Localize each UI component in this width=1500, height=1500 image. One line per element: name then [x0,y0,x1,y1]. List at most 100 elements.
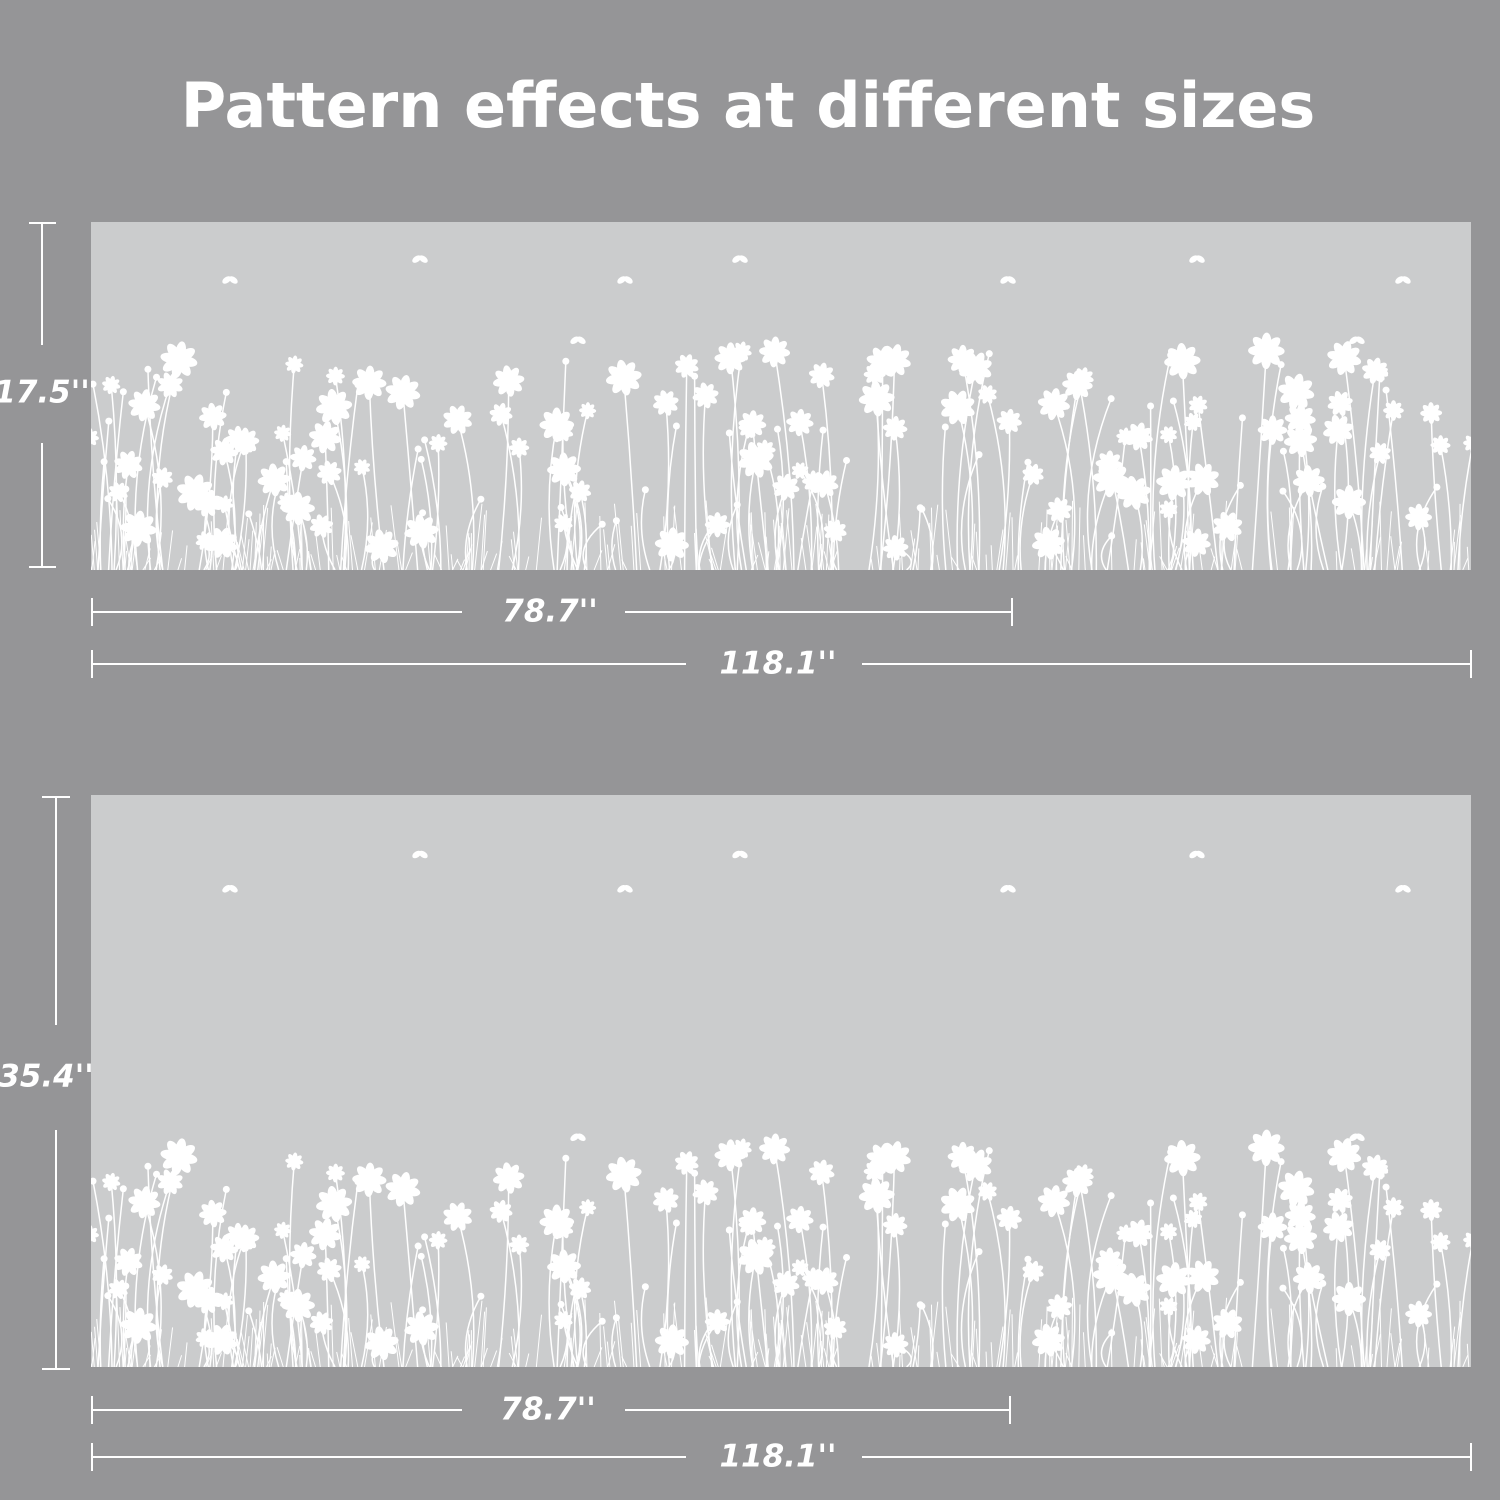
grass [1466,546,1470,570]
bud [119,388,127,396]
grass [1011,1314,1014,1367]
stem [1108,1260,1130,1367]
grass [1110,1328,1113,1367]
petal [435,1230,441,1241]
grass [663,552,668,570]
stem [420,459,433,570]
flower [309,421,342,454]
flower [309,1218,342,1251]
flower-center [662,1196,670,1204]
flower-center [1080,375,1086,381]
flower-center [108,382,114,388]
flower-center [435,1237,441,1243]
flower [1248,1129,1285,1167]
grass [254,522,257,570]
stem [92,383,113,570]
grass [535,517,542,570]
wing [576,336,586,345]
petal [1437,435,1444,446]
petal [1428,402,1434,414]
grass [764,512,767,570]
stem [423,439,442,570]
bud [572,484,580,492]
grass [1065,519,1071,570]
stem [1369,1169,1381,1367]
grass [782,1305,790,1367]
petal [552,407,562,425]
flower [1022,1260,1044,1283]
flower-center [166,1178,174,1186]
grass [450,1351,454,1367]
flower-center [1123,1231,1128,1236]
grass [1055,1345,1058,1367]
flower-center [1261,346,1271,356]
flower-center [280,1228,285,1233]
flower [1095,1247,1123,1275]
petal [1006,408,1014,422]
grass [764,1309,767,1367]
flower [808,362,835,389]
flower [692,1179,719,1206]
flower-center [115,489,121,495]
bud [421,1233,429,1241]
grass [508,1352,517,1367]
grass [603,529,608,570]
grass [1236,1345,1243,1367]
flower [177,1271,214,1308]
grass [348,1318,353,1367]
stem [728,1229,747,1367]
grass [480,1347,488,1367]
flower [1116,427,1135,446]
flower-center [292,1159,297,1164]
grass [1145,1317,1153,1367]
stem [248,1310,263,1367]
stem [880,1159,884,1367]
flower [1430,1232,1451,1253]
grass [94,529,99,570]
flower [325,1163,345,1183]
petal [1106,1247,1114,1262]
flower-center [1190,419,1196,425]
grass [155,532,162,570]
grass [125,1336,132,1367]
stem [698,1318,717,1367]
stem [1430,413,1442,570]
petal [552,1204,562,1222]
grass [1005,1309,1011,1367]
grass [1230,522,1239,570]
flower [489,402,513,426]
flower-center [222,502,227,507]
grass [570,540,573,570]
grass [780,502,787,570]
grass [1175,1336,1184,1367]
grass [1011,517,1014,570]
grass [1180,530,1188,570]
butterfly [1189,850,1205,859]
petal [1390,400,1397,411]
flower [1383,1197,1404,1218]
grass [990,1342,993,1367]
bud [1167,1148,1175,1156]
grass [1175,539,1184,570]
flower [1420,1199,1443,1222]
flower [281,1288,315,1323]
grass [766,551,770,570]
bud [1147,402,1155,410]
flower-center [1195,402,1201,408]
bud [918,505,926,513]
stem [880,362,884,570]
flower-center [560,1317,566,1323]
stem [110,1181,118,1367]
bud [672,422,680,430]
flower [443,1202,472,1231]
flower-center [504,377,513,385]
stem [698,521,717,570]
stem [1343,357,1365,570]
grass [1453,515,1462,570]
flower [385,1172,421,1207]
grass [91,1338,96,1367]
stem [233,1238,247,1367]
stem [146,384,171,570]
grass [806,525,814,570]
grass [825,1311,830,1367]
